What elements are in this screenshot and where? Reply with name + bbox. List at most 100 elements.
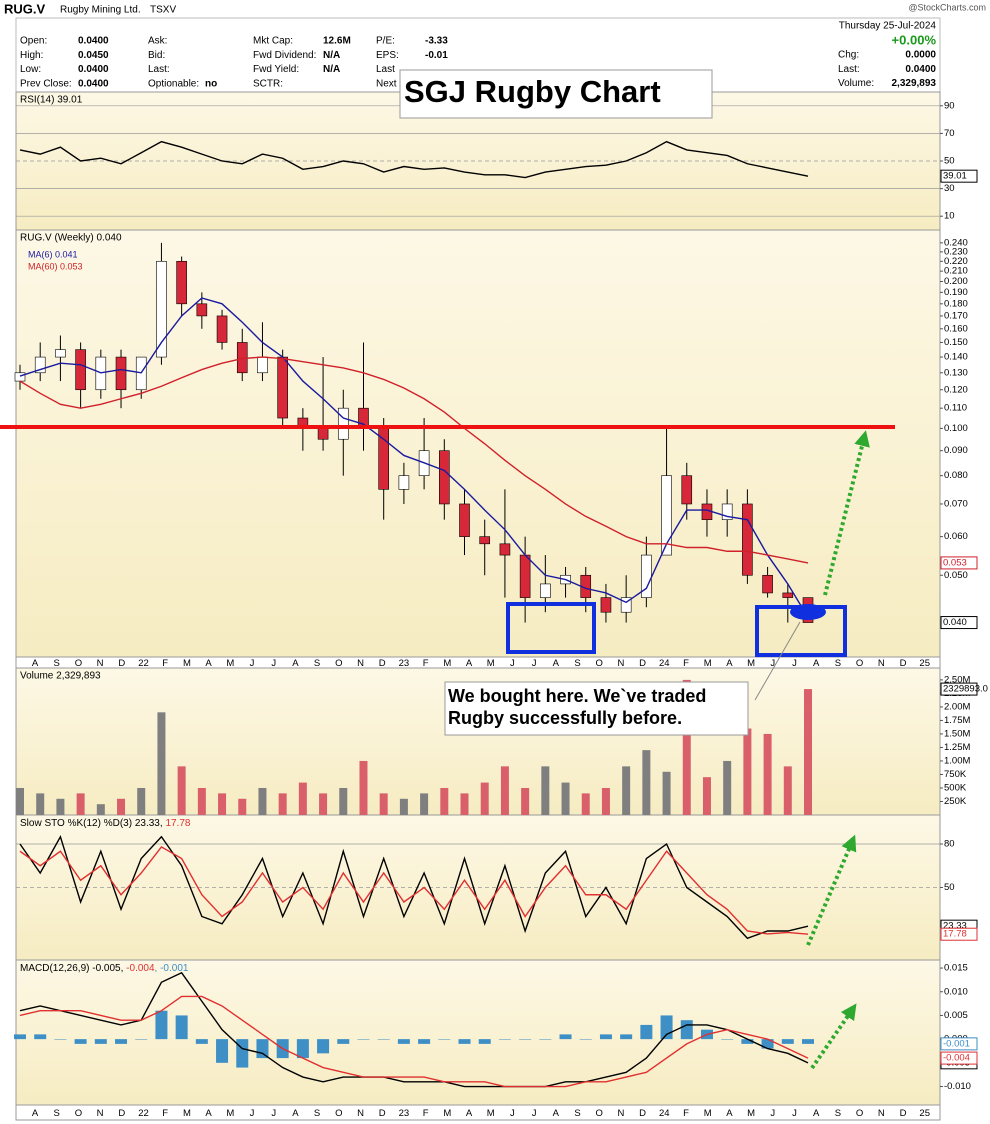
x-tick-label: N [97,658,104,669]
x-tick-label: M [226,658,234,669]
x-tick-label: D [900,658,907,669]
histogram-bar [660,1015,673,1040]
field-label: Fwd Yield: [253,64,299,75]
x-tick-label: J [792,658,797,669]
volume-bar [702,777,711,815]
x-tick-label: N [357,658,364,669]
histogram-bar [34,1034,47,1040]
histogram-bar [236,1039,249,1068]
x-tick-label: J [532,658,537,669]
y-tick-label: 50 [944,882,955,893]
candle-body [742,503,753,576]
candle-body [378,428,389,490]
volume-bar [399,798,408,815]
candle-body [600,597,612,613]
candle-body [540,583,551,598]
histogram-bar [155,1010,168,1040]
volume-bar [662,771,671,815]
field-value: 0.0400 [905,64,936,75]
date: Thursday 25-Jul-2024 [839,21,937,32]
y-tick-label: 0.140 [944,352,968,363]
series-line [19,356,809,564]
histogram-bar [579,1039,592,1040]
x-tick-label: O [596,658,603,669]
volume-bar [601,787,610,815]
histogram-bar [115,1039,128,1044]
histogram-bar [135,1039,148,1040]
series-line [19,297,809,618]
candle-body [257,356,268,374]
x-tick-label: J [510,658,515,669]
callout-box [444,681,749,736]
x-tick-label: O [856,658,863,669]
candle-body [317,428,329,440]
end-label: -0.004 [943,1053,970,1064]
x-tick-label: N [97,1108,104,1119]
x-tick-label: D [639,658,646,669]
field-label: EPS: [376,50,399,61]
change-pct: +0.00% [892,32,937,47]
y-tick-label: 0.160 [944,323,968,334]
y-tick-label: 0.180 [944,298,968,309]
end-label: 0.053 [943,557,967,568]
field-value: N/A [323,64,340,75]
y-tick-label: 0.050 [944,570,968,581]
y-tick-label: 80 [944,839,955,850]
volume-bar [177,766,186,815]
buy-marker [790,604,826,620]
x-tick-label: A [813,1108,820,1119]
histogram-bar [539,1039,552,1040]
volume-bar [581,793,590,815]
histogram-bar [397,1039,410,1044]
volume-bar [420,793,429,815]
x-tick-label: D [118,1108,125,1119]
x-tick-label: 24 [659,658,670,669]
candle-body [459,503,470,537]
x-tick-label: S [835,658,841,669]
y-tick-label: 70 [944,128,955,139]
y-tick-label: 1.75M [944,715,970,726]
y-tick-label: 0.070 [944,498,968,509]
x-tick-label: S [314,1108,320,1119]
x-tick-label: D [379,658,386,669]
y-tick-label: 2.50M [944,674,970,685]
x-tick-label: O [335,1108,342,1119]
y-tick-label: 0.100 [944,423,968,434]
histogram-bar [519,1039,532,1040]
end-label: 23.33 [943,921,967,932]
field-value: 0.0450 [78,50,109,61]
callout-pointer [754,621,801,701]
end-label: 39.01 [943,171,967,182]
title-box [399,69,713,119]
y-tick-label: 0.110 [944,403,967,414]
volume-bar [440,787,449,815]
legend-entry: MA(6) 0.041 [28,249,78,259]
y-tick-label: 1.25M [944,742,970,753]
candle-body [34,356,46,374]
x-tick-label: D [118,658,125,669]
x-tick-label: O [75,658,82,669]
y-tick-label: 0.080 [944,470,968,481]
end-label: -0.001 [943,1038,970,1049]
field-label: Ask: [148,36,167,47]
y-tick-label: -0.010 [944,1081,971,1092]
y-tick-label: 750K [944,769,967,780]
candle-body [115,356,127,391]
y-tick-label: 1.50M [944,728,970,739]
candle-body [398,475,410,490]
x-tick-label: 24 [659,1108,670,1119]
x-tick-label: M [183,1108,191,1119]
x-tick-label: F [683,1108,689,1119]
candle-body [236,342,248,374]
x-tick-label: M [487,1108,495,1119]
company-name: Rugby Mining Ltd. [60,5,141,16]
histogram-bar [216,1039,229,1063]
volume-bar [804,689,812,815]
volume-bar [743,728,752,815]
candle-body [14,372,26,382]
x-tick-label: A [466,658,473,669]
volume-bar [197,787,206,815]
title-part: , -0.001 [155,963,189,974]
end-label-box [940,169,978,183]
